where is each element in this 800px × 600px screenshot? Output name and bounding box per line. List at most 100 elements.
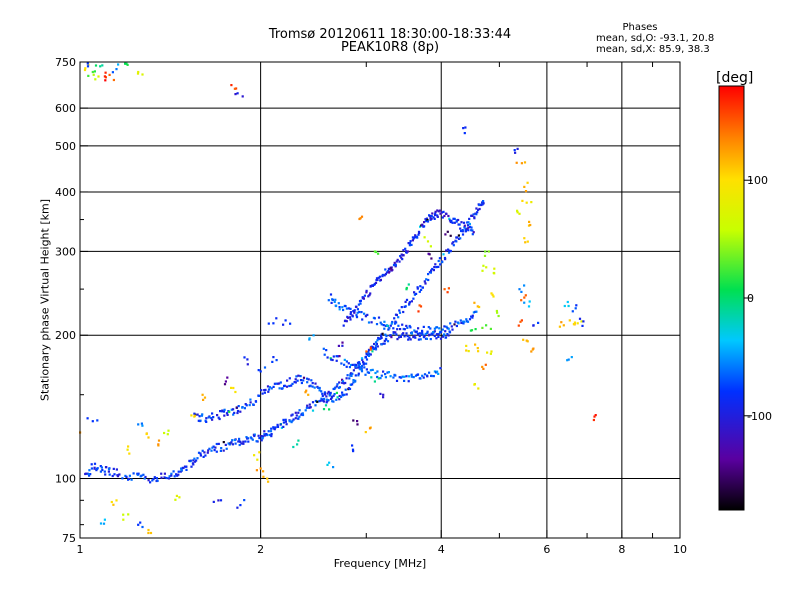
trace-1-point (223, 414, 226, 417)
trace-1-point (311, 382, 314, 385)
trace-0-point (376, 345, 379, 348)
trace-4-point (329, 357, 332, 360)
trace-1-point (415, 292, 418, 295)
trace-0-point (350, 372, 353, 375)
trace-4-point (331, 358, 334, 362)
trace-0-point (253, 434, 256, 438)
scatter-point (377, 252, 380, 255)
trace-1-point (468, 217, 471, 220)
trace-0-point (269, 430, 273, 433)
trace-0-point (383, 342, 386, 345)
scatter-point (328, 408, 331, 411)
trace-1-point (377, 337, 380, 340)
trace-4-point (332, 355, 335, 358)
trace-1-point (413, 293, 416, 296)
trace-2-point (378, 275, 382, 278)
trace-3-point (454, 320, 457, 323)
scatter-point (527, 305, 531, 308)
trace-0-point (128, 474, 131, 477)
trace-0-point (168, 475, 171, 478)
trace-2-point (452, 217, 455, 220)
trace-3-point (331, 298, 334, 301)
scatter-point (241, 95, 244, 98)
trace-0-point (105, 466, 108, 469)
scatter-point (484, 250, 487, 253)
scatter-point (446, 291, 449, 294)
trace-0-point (351, 372, 354, 375)
scatter-point (328, 461, 331, 464)
trace-0-point (170, 474, 173, 477)
trace-0-point (125, 475, 128, 478)
trace-0-point (231, 443, 234, 446)
trace-2-point (356, 308, 359, 311)
trace-4-point (335, 359, 338, 362)
scatter-point (518, 212, 521, 215)
scatter-point (493, 267, 496, 270)
trace-1-point (476, 211, 479, 214)
scatter-point (140, 422, 143, 425)
trace-0-point (344, 381, 347, 385)
trace-3-point (392, 327, 395, 330)
trace-1-point (279, 381, 282, 384)
scatter-point (203, 396, 207, 399)
trace-2-point (393, 261, 396, 264)
trace-0-point (185, 468, 188, 471)
trace-3-point (466, 320, 470, 323)
trace-0-point (199, 454, 202, 457)
trace-1-point (432, 269, 435, 272)
scatter-point (576, 322, 579, 325)
colorbar (718, 85, 745, 511)
trace-1-point (270, 387, 273, 390)
trace-4-point (401, 375, 404, 378)
scatter-point (369, 346, 372, 349)
trace-1-point (374, 346, 377, 349)
scatter-point (282, 323, 285, 326)
scatter-point (476, 305, 479, 308)
scatter-point (520, 319, 523, 322)
scatter-point (258, 451, 261, 454)
trace-1-point (275, 382, 278, 385)
trace-2-point (425, 217, 428, 220)
scatter-point (122, 518, 125, 521)
trace-0-point (263, 430, 266, 433)
scatter-point (581, 324, 584, 327)
trace-0-point (360, 357, 364, 360)
trace-1-point (216, 414, 219, 417)
colorbar-ticks: 100 0 -100 (744, 174, 772, 423)
trace-0-point (257, 434, 260, 437)
scatter-point (236, 92, 239, 95)
trace-0-point (233, 438, 236, 442)
trace-3-point (459, 319, 462, 322)
trace-2-point (432, 216, 435, 219)
trace-1-point (267, 388, 271, 391)
trace-2-point (455, 219, 458, 222)
trace-1-point (437, 265, 440, 268)
scatter-point (174, 498, 177, 501)
trace-3-point (470, 315, 473, 318)
scatter-point (526, 340, 529, 343)
trace-0-point (416, 333, 420, 336)
trace-1-point (466, 221, 469, 224)
trace-3-point (401, 323, 404, 326)
scatter-point (427, 252, 430, 255)
scatter-point (275, 359, 278, 362)
trace-0-point (268, 433, 271, 437)
trace-0-point (341, 378, 344, 381)
trace-3-point (388, 327, 391, 330)
trace-1-point (408, 301, 411, 304)
trace-1-point (427, 278, 430, 282)
trace-0-point (435, 337, 438, 340)
trace-0-point (100, 466, 103, 469)
trace-1-point (241, 406, 244, 409)
scatter-point (523, 296, 526, 299)
scatter-point (332, 466, 335, 469)
trace-0-point (137, 472, 140, 475)
trace-1-point (309, 384, 312, 387)
trace-3-point (327, 299, 330, 302)
scatter-point (112, 503, 115, 506)
trace-1-point (466, 224, 470, 227)
trace-0-point (222, 449, 225, 452)
trace-3-point (424, 332, 427, 335)
trace-2-point (431, 212, 434, 215)
trace-3-point (429, 327, 432, 330)
